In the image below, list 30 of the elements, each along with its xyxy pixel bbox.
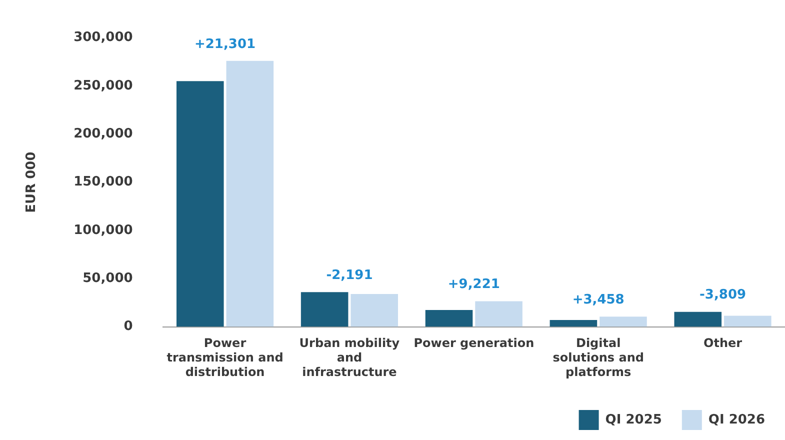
bar: [724, 316, 772, 327]
y-tick-label: 100,000: [74, 222, 133, 238]
x-tick-label: Power transmission and distribution: [166, 336, 284, 379]
x-tick-label: Urban mobility and infrastructure: [299, 336, 400, 379]
annotation: -2,191: [326, 268, 373, 283]
y-axis-title: EUR 000: [24, 152, 40, 213]
y-tick-label: 150,000: [74, 174, 133, 190]
y-tick-label: 200,000: [74, 126, 133, 142]
bar: [300, 292, 348, 327]
y-tick-label: 250,000: [74, 78, 133, 94]
bar: [350, 294, 398, 327]
y-tick-label: 300,000: [74, 30, 133, 46]
x-tick-label: Other: [704, 336, 742, 350]
annotation: +21,301: [194, 36, 256, 52]
legend-label: QI 2025: [605, 412, 662, 428]
legend-label: QI 2026: [708, 412, 766, 428]
bar: [176, 81, 224, 327]
annotation: -3,809: [700, 288, 746, 303]
annotation: +3,458: [572, 292, 624, 308]
bar: [475, 301, 522, 327]
annotation: +9,221: [448, 277, 500, 292]
bar: [550, 320, 598, 327]
bar: [674, 312, 722, 327]
bar: [600, 316, 647, 327]
x-tick-label: Power generation: [414, 336, 534, 350]
x-tick-label: Digital solutions and platforms: [552, 336, 644, 379]
bar: [425, 310, 473, 327]
y-tick-label: 50,000: [82, 271, 133, 286]
y-tick-label: 0: [124, 319, 133, 334]
bar: [226, 60, 274, 327]
